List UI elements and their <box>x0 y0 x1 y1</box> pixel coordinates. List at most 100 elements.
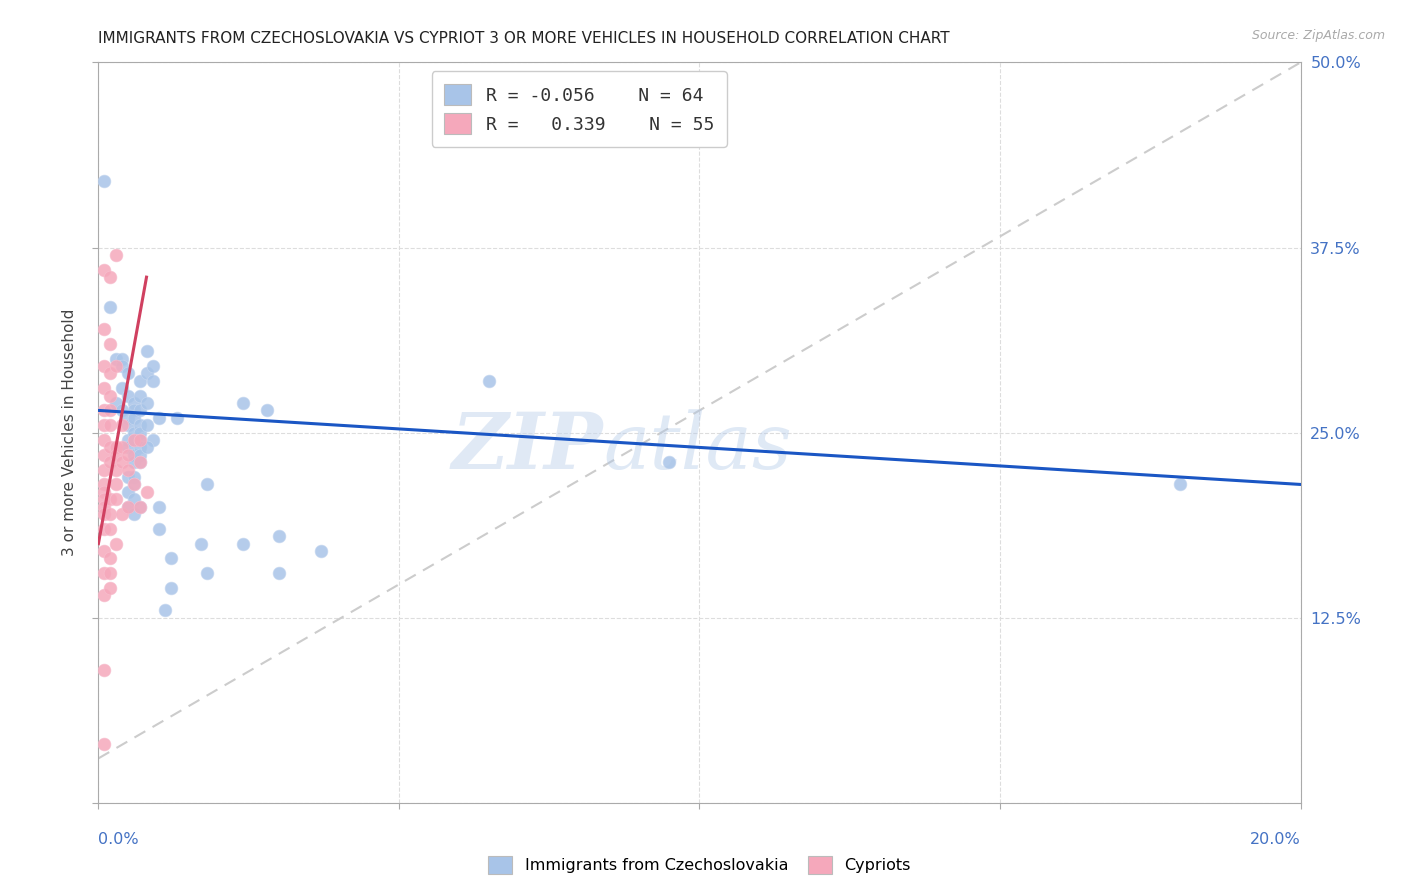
Point <box>93 522 115 536</box>
Point <box>93 477 115 491</box>
Point <box>117 470 139 484</box>
Point <box>93 663 115 677</box>
Point <box>117 418 139 433</box>
Text: ZIP: ZIP <box>451 409 603 485</box>
Point <box>100 367 122 381</box>
Point <box>105 477 128 491</box>
Point <box>93 322 115 336</box>
Point <box>93 381 115 395</box>
Text: IMMIGRANTS FROM CZECHOSLOVAKIA VS CYPRIOT 3 OR MORE VEHICLES IN HOUSEHOLD CORREL: IMMIGRANTS FROM CZECHOSLOVAKIA VS CYPRIO… <box>98 31 950 46</box>
Point <box>148 500 170 514</box>
Point <box>100 581 122 595</box>
Point <box>153 603 176 617</box>
Point <box>93 589 115 603</box>
Point <box>124 470 146 484</box>
Point <box>658 455 681 469</box>
Point <box>124 455 146 469</box>
Point <box>111 455 134 469</box>
Point <box>129 374 152 388</box>
Point <box>93 359 115 373</box>
Point <box>129 500 152 514</box>
Point <box>195 566 218 581</box>
Point <box>232 537 254 551</box>
Point <box>159 551 181 566</box>
Point <box>141 433 163 447</box>
Point <box>256 403 278 417</box>
Point <box>124 477 146 491</box>
Point <box>148 410 170 425</box>
Point <box>93 492 115 507</box>
Text: atlas: atlas <box>603 409 792 485</box>
Point <box>124 396 146 410</box>
Point <box>100 300 122 314</box>
Point <box>117 500 139 514</box>
Point <box>105 351 128 366</box>
Point <box>129 433 152 447</box>
Point <box>309 544 332 558</box>
Text: 0.0%: 0.0% <box>98 831 139 847</box>
Point <box>100 336 122 351</box>
Point <box>124 492 146 507</box>
Point <box>267 566 290 581</box>
Point <box>117 410 139 425</box>
Point <box>129 433 152 447</box>
Point <box>111 441 134 455</box>
Point <box>93 566 115 581</box>
Point <box>93 174 115 188</box>
Point <box>105 359 128 373</box>
Point <box>141 374 163 388</box>
Point <box>141 359 163 373</box>
Point <box>105 448 128 462</box>
Point <box>159 581 181 595</box>
Point <box>148 522 170 536</box>
Point <box>124 477 146 491</box>
Point <box>100 507 122 521</box>
Point <box>105 248 128 262</box>
Point <box>100 389 122 403</box>
Point <box>105 463 128 477</box>
Point <box>117 484 139 499</box>
Point <box>105 396 128 410</box>
Point <box>100 270 122 285</box>
Point <box>195 477 218 491</box>
Point <box>93 433 115 447</box>
Point <box>117 441 139 455</box>
Point <box>129 500 152 514</box>
Point <box>117 389 139 403</box>
Point <box>129 455 152 469</box>
Point <box>135 441 157 455</box>
Point <box>190 537 212 551</box>
Point <box>129 425 152 440</box>
Point <box>129 418 152 433</box>
Point <box>93 403 115 417</box>
Point <box>100 441 122 455</box>
Point <box>100 492 122 507</box>
Point <box>478 374 501 388</box>
Point <box>129 389 152 403</box>
Point <box>111 418 134 433</box>
Point <box>135 484 157 499</box>
Point <box>93 463 115 477</box>
Legend: Immigrants from Czechoslovakia, Cypriots: Immigrants from Czechoslovakia, Cypriots <box>482 850 917 880</box>
Point <box>135 418 157 433</box>
Point <box>111 507 134 521</box>
Point <box>93 262 115 277</box>
Point <box>93 484 115 499</box>
Point <box>105 441 128 455</box>
Point <box>100 551 122 566</box>
Point <box>129 441 152 455</box>
Point <box>124 448 146 462</box>
Point <box>135 367 157 381</box>
Point <box>105 537 128 551</box>
Point <box>93 418 115 433</box>
Point <box>129 403 152 417</box>
Point <box>166 410 188 425</box>
Point <box>1170 477 1192 491</box>
Point <box>93 544 115 558</box>
Point <box>93 737 115 751</box>
Point <box>124 410 146 425</box>
Point <box>129 455 152 469</box>
Point <box>100 418 122 433</box>
Point <box>93 448 115 462</box>
Point <box>117 367 139 381</box>
